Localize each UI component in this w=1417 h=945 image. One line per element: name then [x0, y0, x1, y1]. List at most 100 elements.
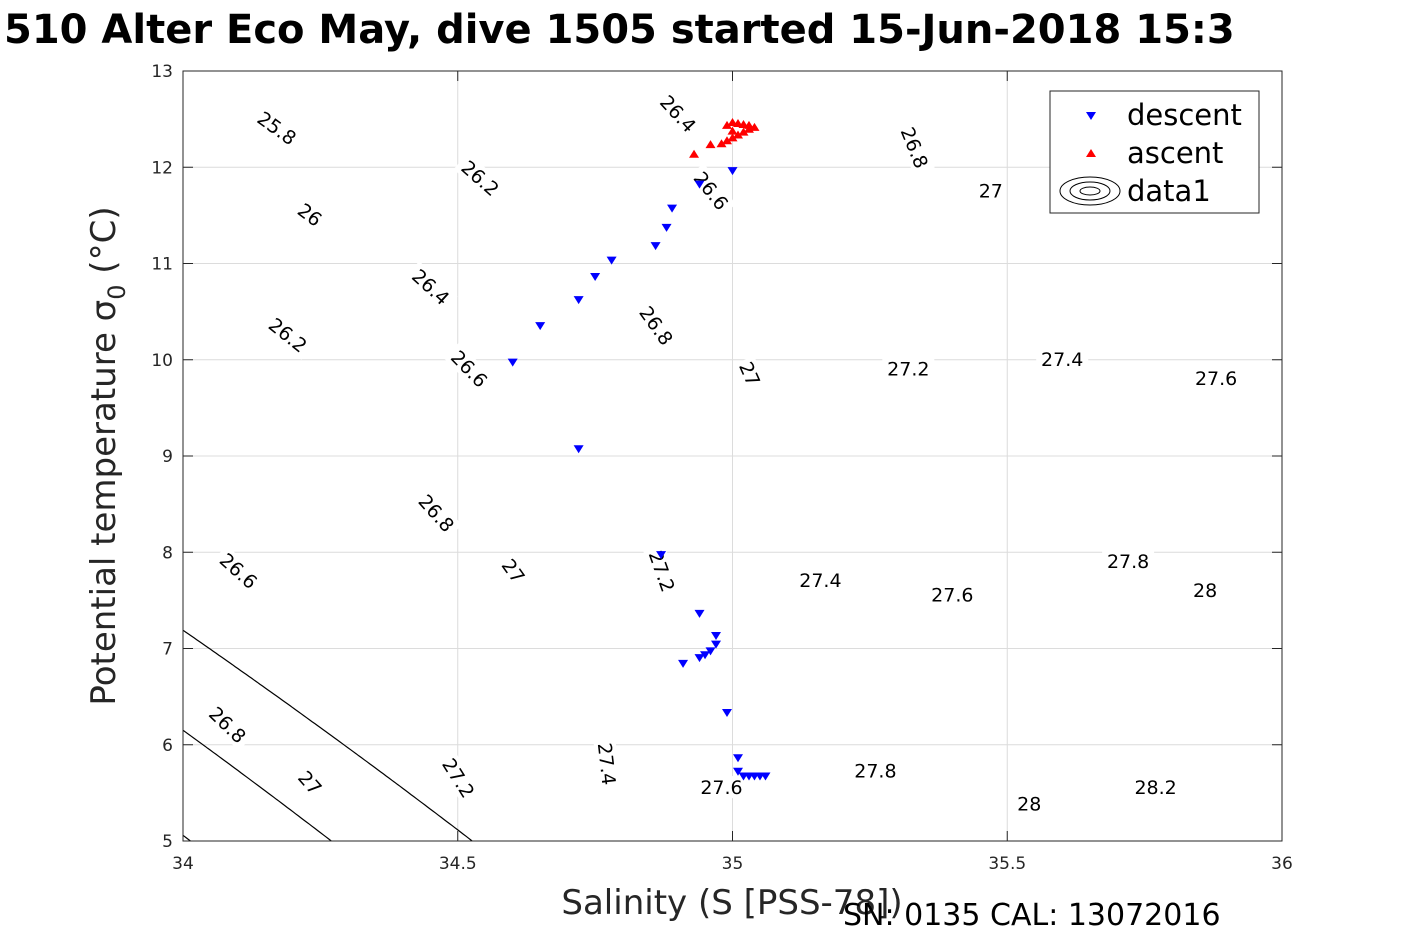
descent-point [722, 708, 733, 717]
contour-label: 27.4 [1036, 347, 1089, 371]
contour-label-bg [453, 152, 508, 204]
y-axis-label: Potential temperature σ0 (°C) [84, 206, 131, 705]
contour-label-text: 28 [1193, 580, 1217, 602]
contour-label-bg [443, 342, 496, 396]
ascent-point [722, 136, 733, 145]
descent-point [711, 640, 722, 649]
ascent-point [716, 139, 727, 148]
isopycnal-contour [183, 629, 474, 841]
contour-label-text: 27.4 [799, 570, 841, 592]
descent-point [694, 180, 705, 189]
descent-point [694, 609, 705, 618]
descent-point [727, 167, 738, 176]
contour-label-bg [291, 764, 329, 802]
descent-point [507, 358, 518, 367]
y-tick-label: 13 [151, 62, 173, 82]
y-tick-label: 12 [151, 158, 173, 178]
y-tick-label: 6 [162, 736, 173, 756]
legend-descent-label: descent [1127, 98, 1242, 132]
descent-point [573, 445, 584, 454]
contour-label-bg [695, 776, 748, 799]
x-tick-label: 34 [172, 854, 194, 874]
contour-label-bg [410, 486, 463, 540]
x-tick-label: 36 [1271, 854, 1293, 874]
contour-label-bg [495, 552, 532, 590]
contour-label-bg [632, 297, 681, 354]
contour-label: 27 [975, 179, 1006, 202]
contour-label-bg [249, 103, 305, 153]
contour-label-bg [260, 310, 316, 360]
contour-label-bg [404, 261, 458, 313]
contour-label: 27.6 [1190, 367, 1243, 390]
y-tick-label: 5 [162, 832, 173, 852]
descent-point [705, 647, 716, 656]
isopycnal-contour [183, 729, 333, 841]
chart-title: 510 Alter Eco May, dive 1505 started 15-… [4, 7, 1235, 53]
contour-label-bg [1036, 347, 1089, 370]
contour-label-bg [435, 750, 482, 806]
ascent-point [727, 133, 738, 142]
contour-label: 27.8 [849, 759, 902, 783]
contour-label-text: 27.2 [887, 358, 929, 380]
contour-label-text: 28.2 [1134, 777, 1176, 799]
contour-label-bg [1129, 776, 1182, 799]
legend-ascent-marker [1086, 149, 1096, 157]
y-tick-label: 8 [162, 543, 173, 563]
x-tick-label: 34.5 [439, 854, 477, 874]
descent-point [573, 296, 584, 305]
contour-label-bg [794, 569, 847, 592]
footer-serial-calibration: SN: 0135 CAL: 13072016 [843, 898, 1221, 933]
contour-label-text: 27.6 [700, 777, 742, 799]
contour-label-text: 27.4 [593, 742, 620, 787]
contour-label-text: 27.8 [854, 761, 896, 783]
y-tick-label: 10 [151, 351, 173, 371]
descent-point [678, 659, 689, 668]
ascent-point [738, 127, 749, 136]
y-tick-label: 11 [151, 255, 173, 275]
y-axis-label-unit: (°C) [84, 206, 124, 273]
contour-label-text: 27.8 [1107, 551, 1149, 573]
contour-label-bg [1190, 578, 1221, 601]
descent-point [661, 223, 672, 232]
descent-point [711, 631, 722, 640]
contour-label: 28 [1190, 578, 1221, 602]
contour-label-text: 28 [1017, 793, 1041, 815]
contour-label-text: 27.4 [1041, 349, 1083, 371]
contour-label: 27.8 [1102, 549, 1155, 573]
contour-label-bg [882, 357, 935, 380]
ascent-point [689, 149, 700, 158]
contour-label-bg [291, 196, 329, 233]
y-axis-label-subscript: 0 [103, 284, 131, 299]
contour-label-bg [1102, 549, 1155, 572]
contour-label-bg [733, 355, 767, 392]
y-axis-label-main: Potential temperature σ [84, 300, 124, 706]
contour-label-bg [686, 163, 737, 218]
contour-label-bg [926, 583, 979, 606]
descent-point [760, 772, 771, 781]
ascent-point [722, 120, 733, 129]
legend-contour-marker [1059, 176, 1121, 206]
ascent-point [727, 126, 738, 135]
legend-box [1049, 90, 1260, 214]
contour-label-text: 27 [979, 180, 1003, 202]
x-tick-label: 35 [722, 854, 744, 874]
axis-ticks: 34 34.5 35 35.5 36 5 6 7 8 9 10 11 12 13 [151, 62, 1292, 874]
descent-point [694, 654, 705, 663]
contour-label: 28 [1014, 792, 1045, 815]
descent-point [606, 256, 617, 265]
ascent-point [727, 118, 738, 127]
contour-label-bg [211, 545, 266, 597]
descent-point [732, 754, 743, 763]
ascent-point [732, 130, 743, 139]
y-tick-label: 7 [162, 640, 173, 660]
contour-label: 27.6 [926, 583, 979, 607]
descent-point [535, 322, 546, 331]
x-tick-label: 35.5 [988, 854, 1026, 874]
contour-label-bg [201, 698, 255, 751]
legend-ascent-label: ascent [1127, 136, 1223, 170]
descent-point [590, 272, 601, 281]
contour-label-bg [642, 542, 682, 600]
contour-label-bg [1014, 792, 1045, 815]
